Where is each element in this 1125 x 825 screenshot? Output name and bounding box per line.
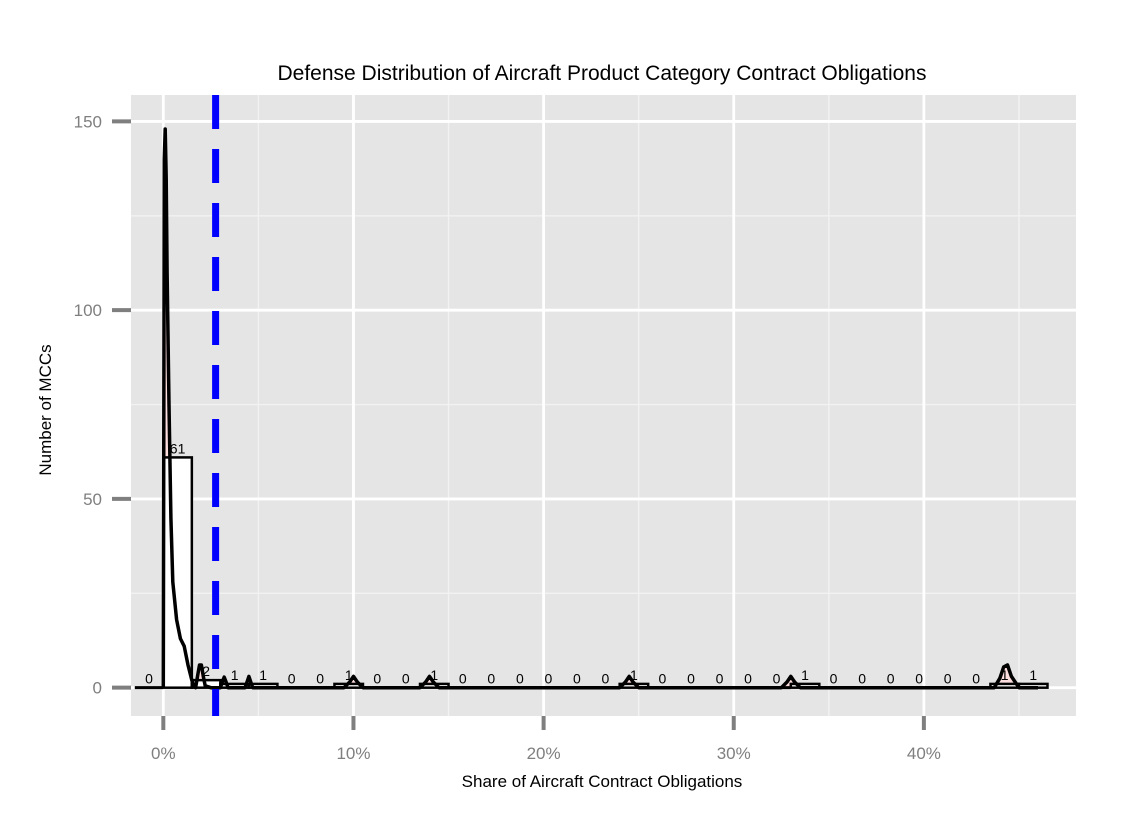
bar-label: 0 bbox=[972, 671, 980, 687]
bar-label: 0 bbox=[858, 671, 866, 687]
bar-label: 0 bbox=[288, 671, 296, 687]
bar-label: 1 bbox=[1029, 667, 1037, 683]
plot-panel bbox=[131, 95, 1076, 716]
bar-label: 1 bbox=[345, 667, 353, 683]
bar-label: 0 bbox=[944, 671, 952, 687]
bar-label: 0 bbox=[887, 671, 895, 687]
bar-label: 0 bbox=[316, 671, 324, 687]
grid-minor bbox=[131, 95, 1076, 716]
bar-label: 1 bbox=[801, 667, 809, 683]
density-line bbox=[161, 127, 1038, 690]
bar-label: 0 bbox=[602, 671, 610, 687]
bar-label: 1 bbox=[630, 667, 638, 683]
x-tick-label: 40% bbox=[907, 744, 941, 763]
bar-labels: 0 61 2 1 1 0 0 1 0 0 1 0 0 0 0 0 0 1 0 0 0 0 0 1 0 0 0 0 0 0 1 1 bbox=[145, 440, 1037, 686]
bar-label: 0 bbox=[573, 671, 581, 687]
y-axis-title: Number of MCCs bbox=[36, 344, 55, 475]
bar-label: 0 bbox=[915, 671, 923, 687]
bar-label: 0 bbox=[744, 671, 752, 687]
bar-label: 0 bbox=[659, 671, 667, 687]
bar-label: 0 bbox=[516, 671, 524, 687]
bar-label: 0 bbox=[459, 671, 467, 687]
bar-label: 0 bbox=[402, 671, 410, 687]
x-tick-label: 30% bbox=[717, 744, 751, 763]
bar-label: 0 bbox=[687, 671, 695, 687]
y-tick-label: 50 bbox=[83, 490, 102, 509]
bar-label: 0 bbox=[373, 671, 381, 687]
bar-label: 1 bbox=[430, 667, 438, 683]
bar-label: 2 bbox=[202, 663, 210, 679]
y-tick-label: 100 bbox=[74, 301, 102, 320]
y-tick-label: 0 bbox=[93, 679, 102, 698]
x-tick-label: 20% bbox=[527, 744, 561, 763]
chart-title: Defense Distribution of Aircraft Product… bbox=[278, 62, 927, 85]
bar-label: 0 bbox=[716, 671, 724, 687]
bar-label: 0 bbox=[773, 671, 781, 687]
bar-label: 1 bbox=[231, 667, 239, 683]
density-curve bbox=[161, 127, 1038, 690]
bar-label: 0 bbox=[544, 671, 552, 687]
histogram-bar bbox=[162, 456, 194, 689]
y-tick-label: 150 bbox=[74, 112, 102, 131]
bar-label: 0 bbox=[145, 671, 153, 687]
x-tick-label: 10% bbox=[336, 744, 370, 763]
x-tick-label: 0% bbox=[151, 744, 176, 763]
bar-label: 0 bbox=[830, 671, 838, 687]
x-axis-title: Share of Aircraft Contract Obligations bbox=[462, 772, 743, 791]
bar-label: 0 bbox=[487, 671, 495, 687]
bar-label: 61 bbox=[170, 440, 186, 456]
bar-label: 1 bbox=[1001, 667, 1009, 683]
bar-label: 1 bbox=[259, 667, 267, 683]
